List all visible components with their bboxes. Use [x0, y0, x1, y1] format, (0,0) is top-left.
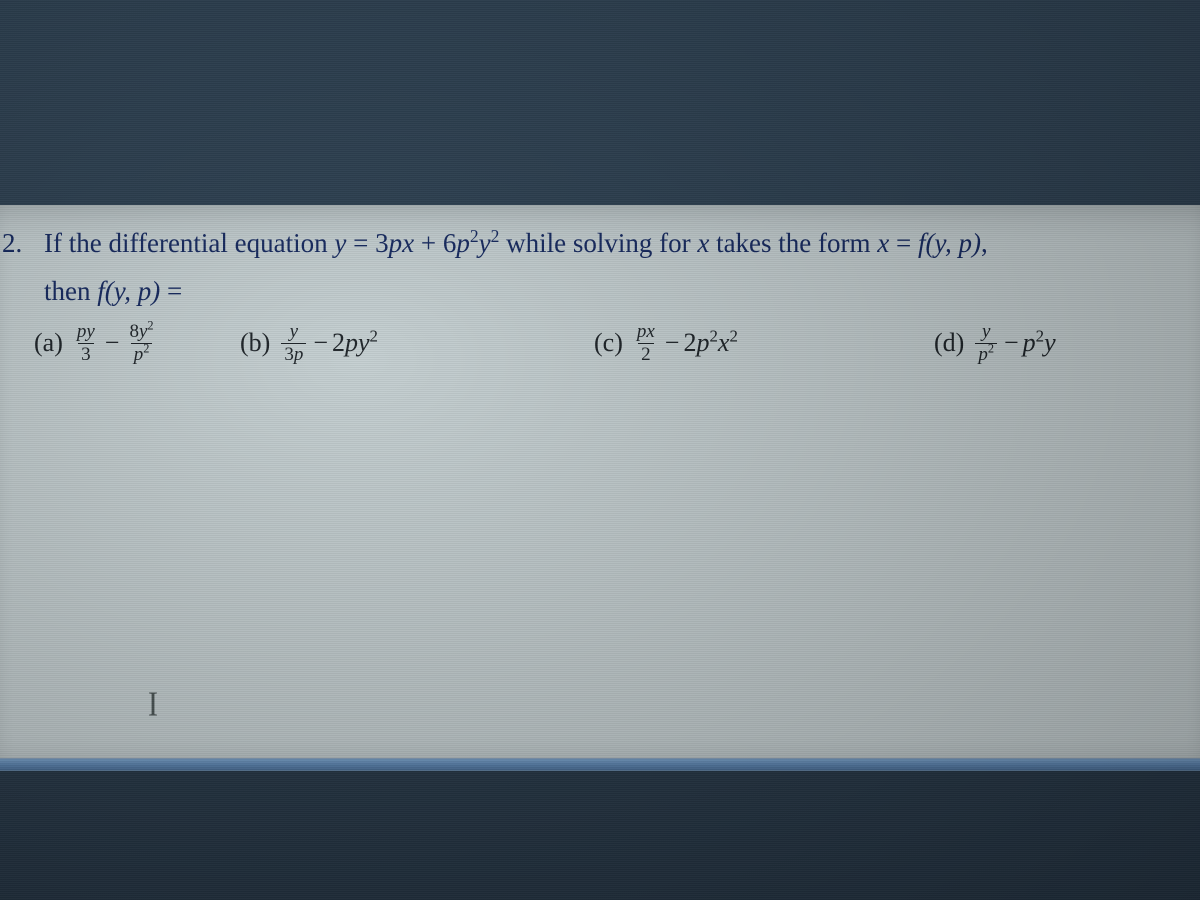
option-a-term2: 8y2 p2 — [126, 322, 156, 365]
opt-b-t2-exp: 2 — [370, 326, 378, 345]
stem-suffix: takes the form — [716, 228, 877, 258]
eq-coef-6: 6 — [443, 228, 457, 258]
opt-c-minus: − — [665, 328, 680, 358]
opt-b-t1-den-3: 3 — [284, 344, 294, 365]
opt-a-t2-den-exp: 2 — [143, 341, 149, 355]
opt-d-t2-p: p — [1023, 328, 1036, 357]
opt-d-t1-den-p: p — [978, 344, 988, 365]
option-c-expr: px 2 − 2p2x2 — [631, 322, 738, 365]
line2-args: (y, p) — [105, 276, 160, 306]
opt-c-t1-num-p: p — [637, 321, 647, 342]
opt-a-t2-num-8: 8 — [129, 321, 139, 342]
opt-d-t1-num: y — [979, 322, 993, 343]
option-c-label: (c) — [594, 328, 623, 358]
option-b[interactable]: (b) y 3p − 2py2 — [240, 322, 378, 365]
opt-c-t2-xexp: 2 — [729, 326, 737, 345]
form-f: f — [918, 228, 926, 258]
option-b-expr: y 3p − 2py2 — [278, 322, 378, 365]
option-b-term2: 2py2 — [332, 328, 378, 358]
form-eq: = — [896, 228, 918, 258]
opt-b-t2-2: 2 — [332, 328, 345, 357]
option-c-term1: px 2 — [634, 322, 658, 365]
eq-p-exp: 2 — [470, 226, 479, 246]
option-d-label: (d) — [934, 328, 964, 358]
opt-c-t1-den: 2 — [638, 343, 654, 365]
form-args: (y, p) — [926, 228, 981, 258]
line2-f: f — [97, 276, 105, 306]
opt-b-t2-p: p — [345, 328, 358, 357]
stem-mid: while solving for — [506, 228, 697, 258]
option-d[interactable]: (d) y p2 − p2y — [934, 322, 1056, 365]
form-tail: , — [981, 228, 988, 258]
opt-d-t2-y: y — [1044, 328, 1056, 357]
eq-plus: + — [421, 228, 443, 258]
option-a-term1: py 3 — [74, 322, 98, 365]
option-a-label: (a) — [34, 328, 63, 358]
line2-prefix: then — [44, 276, 97, 306]
option-a[interactable]: (a) py 3 − 8y2 p2 — [34, 322, 160, 365]
option-b-label: (b) — [240, 328, 270, 358]
question-line-2: then f(y, p) = — [44, 271, 1190, 313]
window-scrollbar[interactable] — [0, 758, 1200, 771]
opt-b-t2-y: y — [358, 328, 370, 357]
option-a-expr: py 3 − 8y2 p2 — [71, 322, 160, 365]
option-c-term2: 2p2x2 — [683, 328, 737, 358]
question-line-1: If the differential equation y = 3px + 6… — [44, 223, 1190, 265]
option-c[interactable]: (c) px 2 − 2p2x2 — [594, 322, 738, 365]
stem-var-x: x — [697, 228, 709, 258]
opt-b-t1-num: y — [287, 322, 301, 343]
opt-c-t1-num-x: x — [646, 321, 654, 342]
question-block: 2. If the differential equation y = 3px … — [0, 223, 1200, 313]
opt-a-t1-num-y: y — [86, 321, 94, 342]
document-sheet: 2. If the differential equation y = 3 px … — [0, 205, 1200, 765]
option-d-term1: y p2 — [975, 322, 997, 365]
opt-c-t2-2: 2 — [683, 328, 696, 357]
opt-d-t1-den-exp: 2 — [988, 341, 994, 355]
opt-d-minus: − — [1004, 328, 1019, 358]
opt-b-t1-den-p: p — [294, 344, 304, 365]
eq-px: px — [389, 228, 414, 258]
eq-coef-3: 3 — [375, 228, 389, 258]
stem-text: If the differential equation — [44, 228, 334, 258]
eq-lhs-y: y — [334, 228, 346, 258]
eq-equals: = — [353, 228, 375, 258]
option-b-term1: y 3p — [281, 322, 306, 365]
eq-y-exp: 2 — [491, 226, 500, 246]
question-stem: If the differential equation y = 3px + 6… — [44, 223, 1190, 313]
question-number: 2. — [2, 223, 22, 265]
opt-a-minus: − — [105, 328, 120, 358]
eq-p: p — [456, 228, 470, 258]
opt-a-t1-den: 3 — [78, 343, 94, 365]
opt-a-t1-num-p: p — [77, 321, 87, 342]
opt-a-t2-den-p: p — [134, 344, 144, 365]
eq-y: y — [479, 228, 491, 258]
opt-c-t2-x: x — [718, 328, 730, 357]
opt-d-t2-pexp: 2 — [1036, 326, 1044, 345]
line2-eq: = — [167, 276, 182, 306]
opt-c-t2-pexp: 2 — [709, 326, 717, 345]
opt-b-minus: − — [313, 328, 328, 358]
option-d-term2: p2y — [1023, 328, 1056, 358]
form-lhs-x: x — [877, 228, 889, 258]
option-d-expr: y p2 − p2y — [972, 322, 1055, 365]
text-cursor-icon: I — [148, 685, 158, 724]
opt-a-t2-num-exp: 2 — [147, 318, 153, 332]
opt-c-t2-p: p — [696, 328, 709, 357]
